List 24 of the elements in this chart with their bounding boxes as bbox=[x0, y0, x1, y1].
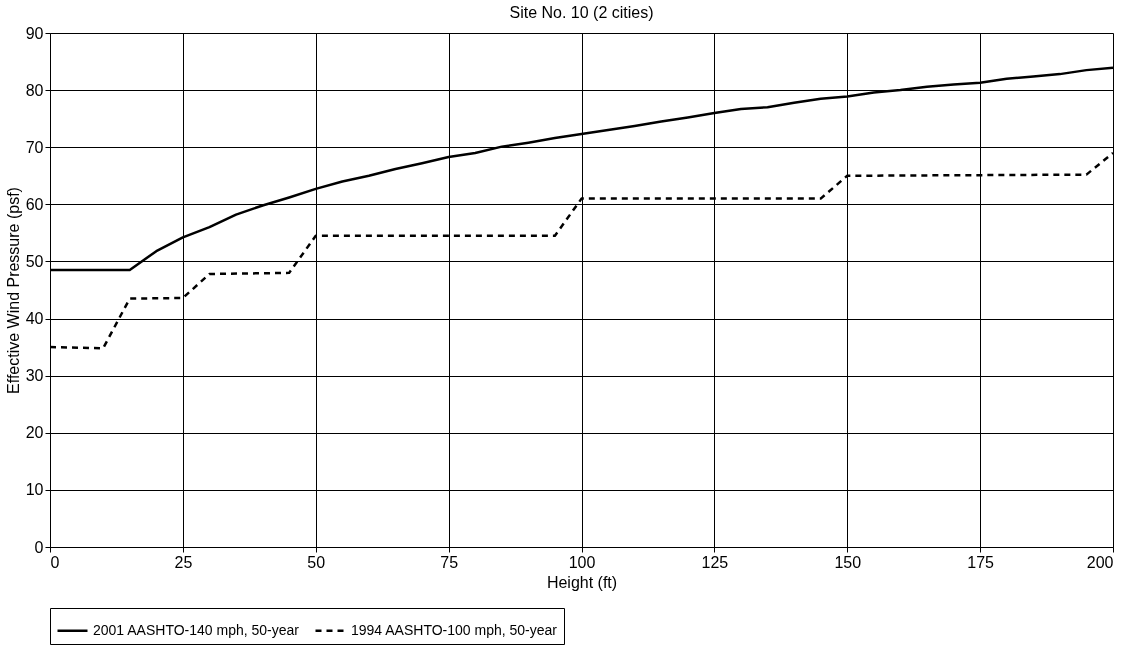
y-tick-label: 50 bbox=[25, 252, 44, 270]
y-tick-label: 70 bbox=[25, 138, 44, 156]
x-axis-title: Height (ft) bbox=[546, 573, 618, 591]
y-tick-label: 10 bbox=[25, 481, 44, 499]
x-tick-label: 175 bbox=[967, 553, 995, 571]
x-tick-label: 100 bbox=[568, 553, 596, 571]
legend-label: 1994 AASHTO-100 mph, 50-year bbox=[351, 621, 558, 638]
legend-label: 2001 AASHTO-140 mph, 50-year bbox=[93, 621, 300, 638]
x-tick-label: 125 bbox=[701, 553, 729, 571]
x-tick-label: 200 bbox=[1086, 553, 1114, 571]
x-tick-label: 0 bbox=[50, 553, 60, 571]
x-tick-label: 75 bbox=[440, 553, 459, 571]
x-tick-label: 50 bbox=[307, 553, 326, 571]
chart-title: Site No. 10 (2 cities) bbox=[509, 4, 654, 21]
y-tick-label: 60 bbox=[25, 195, 44, 213]
y-axis-title: Effective Wind Pressure (psf) bbox=[4, 187, 22, 394]
y-tick-label: 40 bbox=[25, 310, 44, 328]
y-tick-label: 90 bbox=[25, 24, 44, 42]
y-tick-label: 80 bbox=[25, 81, 44, 99]
y-tick-label: 30 bbox=[25, 367, 44, 385]
y-tick-label: 0 bbox=[34, 538, 44, 556]
x-tick-label: 150 bbox=[834, 553, 862, 571]
x-tick-label: 25 bbox=[174, 553, 193, 571]
y-tick-label: 20 bbox=[25, 424, 44, 442]
